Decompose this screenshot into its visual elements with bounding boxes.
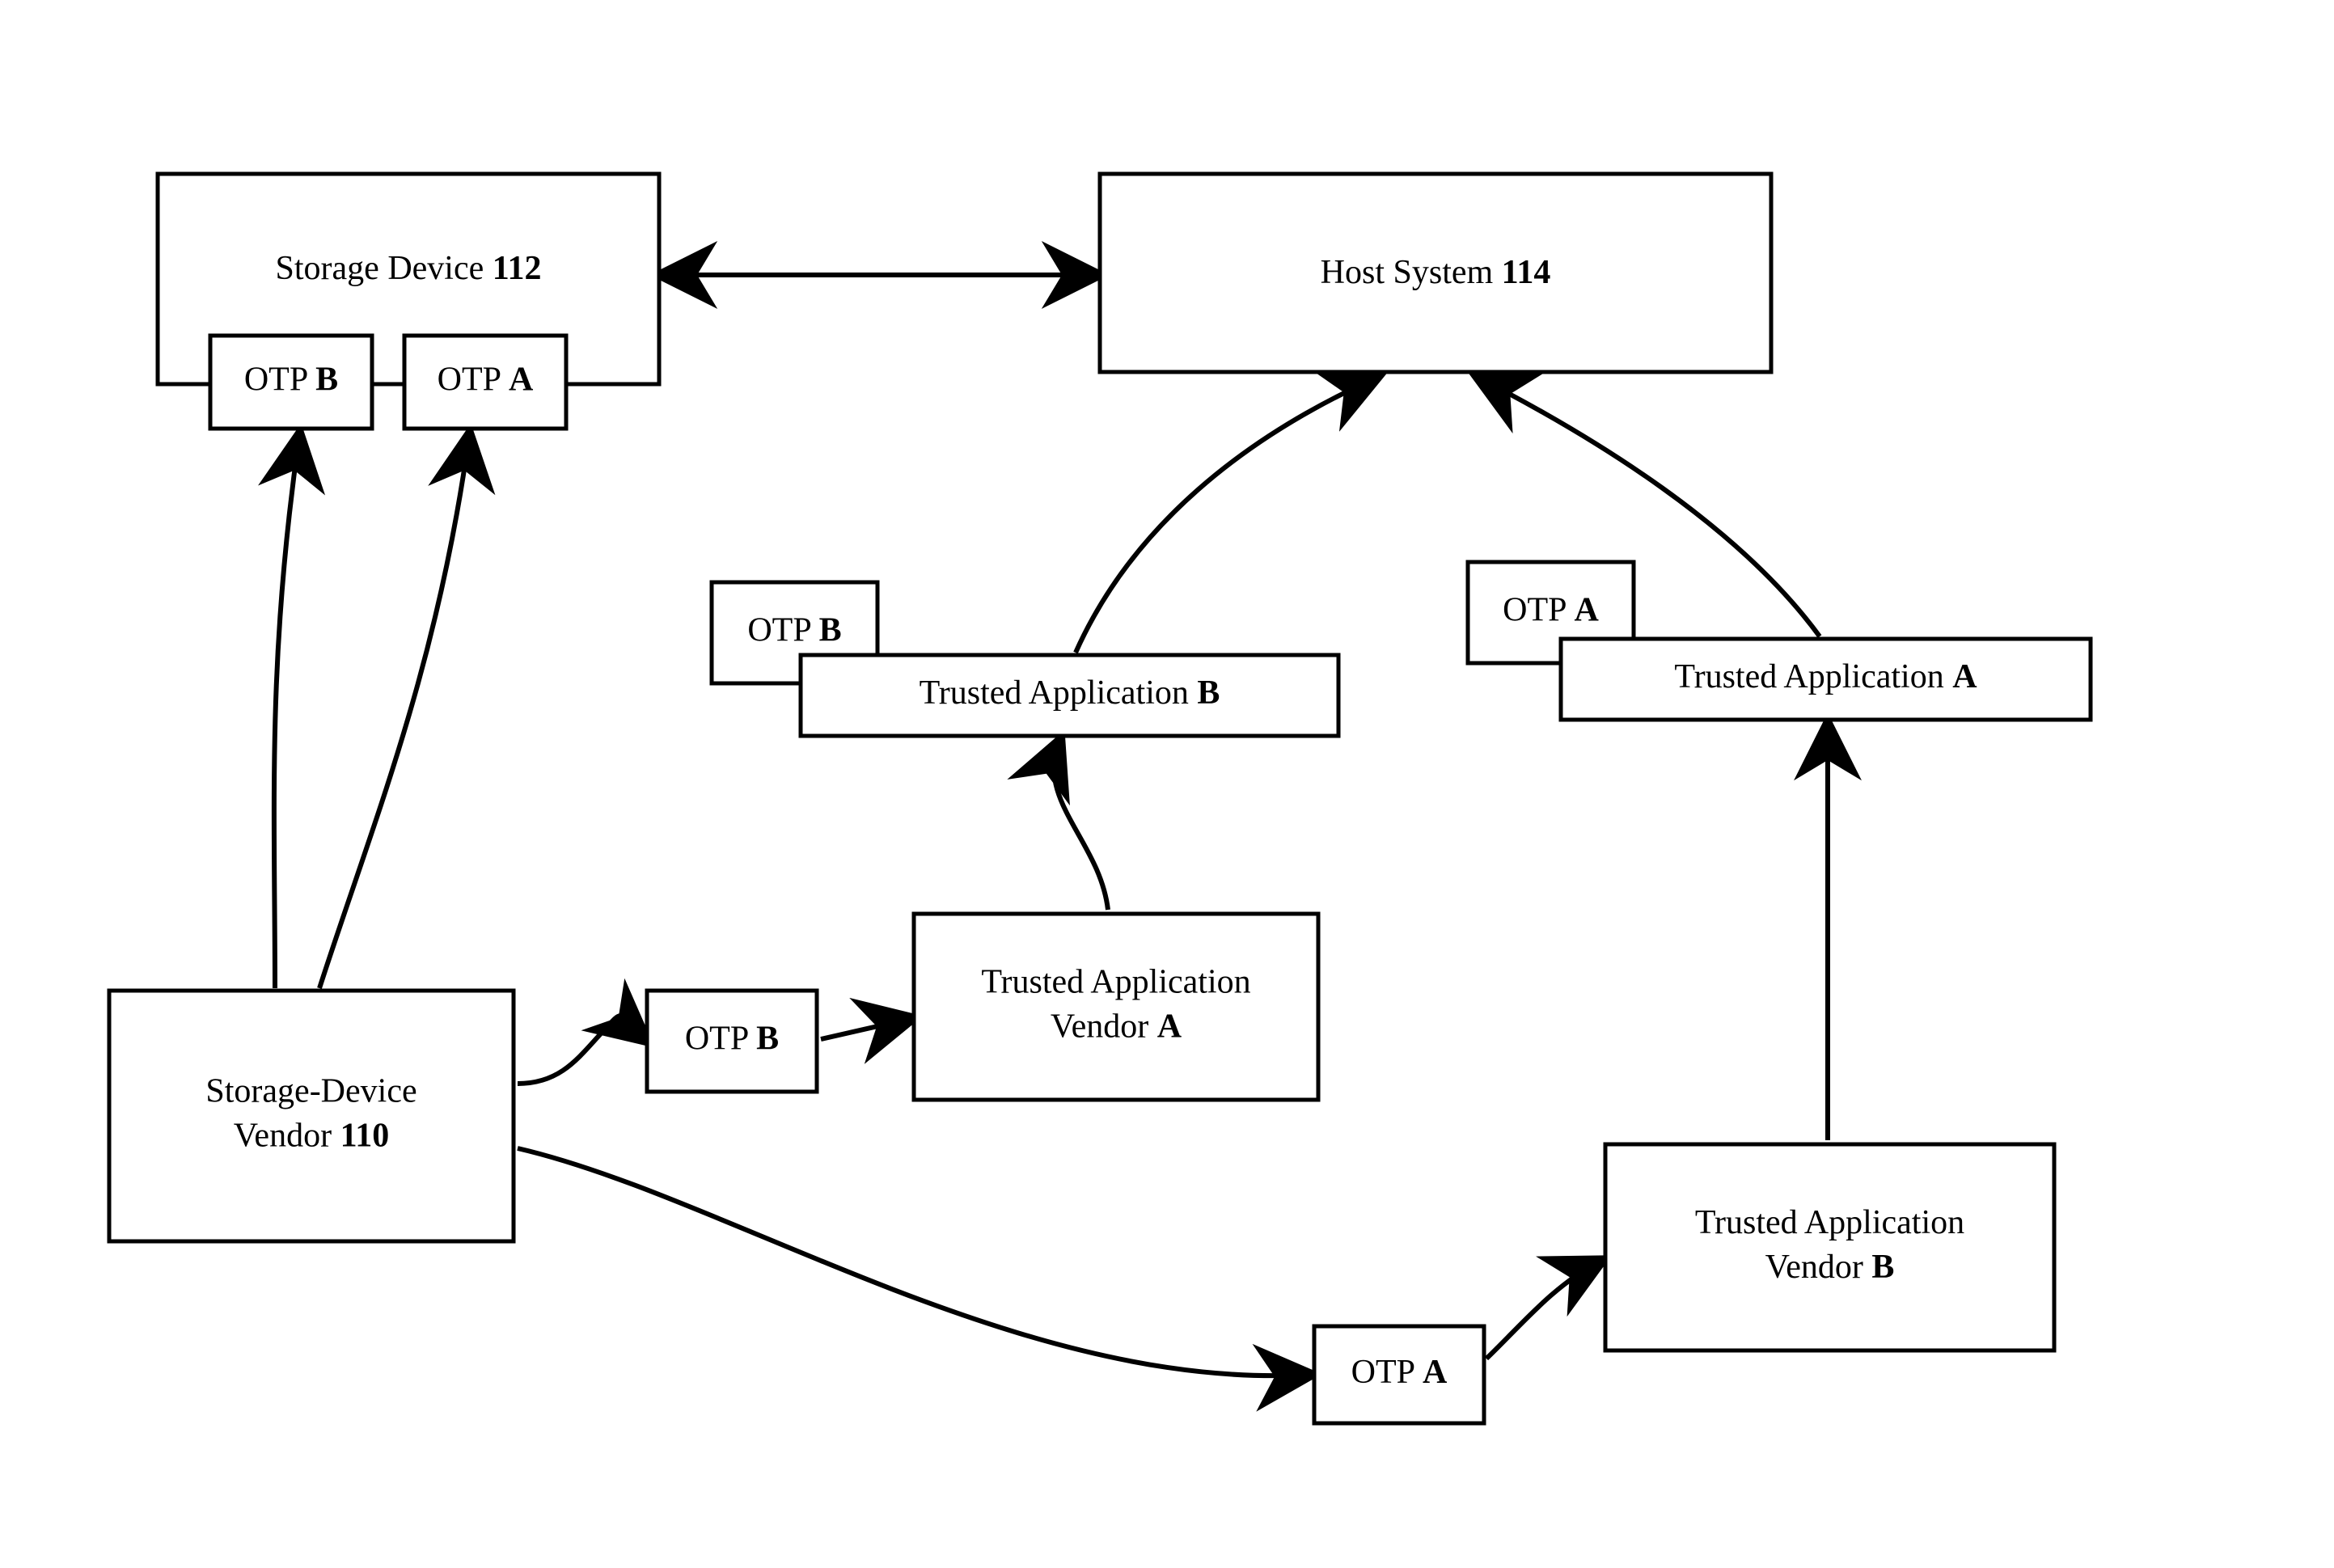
label-ta_b_otp-pre: OTP (747, 611, 818, 649)
label-mid_otp_b: OTP B (685, 1020, 779, 1057)
label-sd_otp_b: OTP B (244, 361, 338, 398)
label-tav_b-l1: Trusted Application (1695, 1204, 1964, 1241)
label-ta_a: Trusted Application A (1674, 658, 1977, 695)
label-sd_otp_a-bold: A (509, 361, 534, 398)
label-ta_b: Trusted Application B (920, 674, 1220, 712)
label-sdv-l2-pre: Vendor (234, 1117, 340, 1154)
edge-tab-host (1076, 378, 1375, 653)
label-mid_otp_b-pre: OTP (685, 1020, 756, 1057)
label-host_system-pre: Host System (1321, 254, 1502, 291)
label-storage_device-pre: Storage Device (276, 250, 493, 287)
label-host_system-bold: 114 (1502, 254, 1551, 291)
label-storage_device-bold: 112 (493, 250, 542, 287)
edge-midotpa-tavb (1486, 1262, 1600, 1359)
label-sdv-l2-bold: 110 (340, 1117, 390, 1154)
label-tav_a-l2-bold: A (1157, 1008, 1182, 1045)
label-sd_otp_a-pre: OTP (438, 361, 509, 398)
label-ta_b-pre: Trusted Application (920, 674, 1198, 712)
label-mid_otp_b-bold: B (756, 1020, 779, 1057)
label-mid_otp_a: OTP A (1351, 1354, 1448, 1391)
label-tav_a-l2: Vendor A (1051, 1008, 1182, 1045)
label-tav_a-l1: Trusted Application (981, 963, 1250, 1000)
label-sd_otp_b-pre: OTP (244, 361, 315, 398)
label-mid_otp_a-bold: A (1423, 1354, 1448, 1391)
label-sd_otp_b-bold: B (315, 361, 338, 398)
label-ta_a-pre: Trusted Application (1674, 658, 1952, 695)
edge-midotpb-tava (821, 1019, 910, 1039)
label-ta_b_otp: OTP B (747, 611, 841, 649)
label-ta_b_otp-bold: B (819, 611, 842, 649)
label-tav_b-l2-bold: B (1871, 1248, 1894, 1285)
edge-sdv-otpb (274, 437, 299, 988)
label-ta_a_otp-pre: OTP (1503, 591, 1574, 628)
label-host_system: Host System 114 (1321, 254, 1551, 291)
label-tav_a-l2-pre: Vendor (1051, 1008, 1157, 1045)
edge-sdv-midotpa (518, 1148, 1309, 1376)
edge-sdv-otpa (319, 437, 469, 988)
edge-tava-tab (1054, 742, 1108, 910)
label-tav_b-l2: Vendor B (1765, 1248, 1895, 1285)
label-sdv-l1: Storage-Device (205, 1072, 416, 1109)
label-tav_b-l2-pre: Vendor (1765, 1248, 1872, 1285)
label-sdv-l2: Vendor 110 (234, 1117, 390, 1154)
label-ta_a_otp-bold: A (1574, 591, 1599, 628)
label-ta_a-bold: A (1952, 658, 1977, 695)
nodes: Storage Device 112OTP BOTP AHost System … (109, 174, 2091, 1423)
label-mid_otp_a-pre: OTP (1351, 1354, 1423, 1391)
label-sd_otp_a: OTP A (438, 361, 534, 398)
edge-sdv-midotpb (518, 1016, 645, 1084)
diagram-canvas: Storage Device 112OTP BOTP AHost System … (0, 0, 2334, 1568)
label-storage_device: Storage Device 112 (276, 250, 542, 287)
label-ta_b-bold: B (1197, 674, 1220, 712)
label-ta_a_otp: OTP A (1503, 591, 1599, 628)
